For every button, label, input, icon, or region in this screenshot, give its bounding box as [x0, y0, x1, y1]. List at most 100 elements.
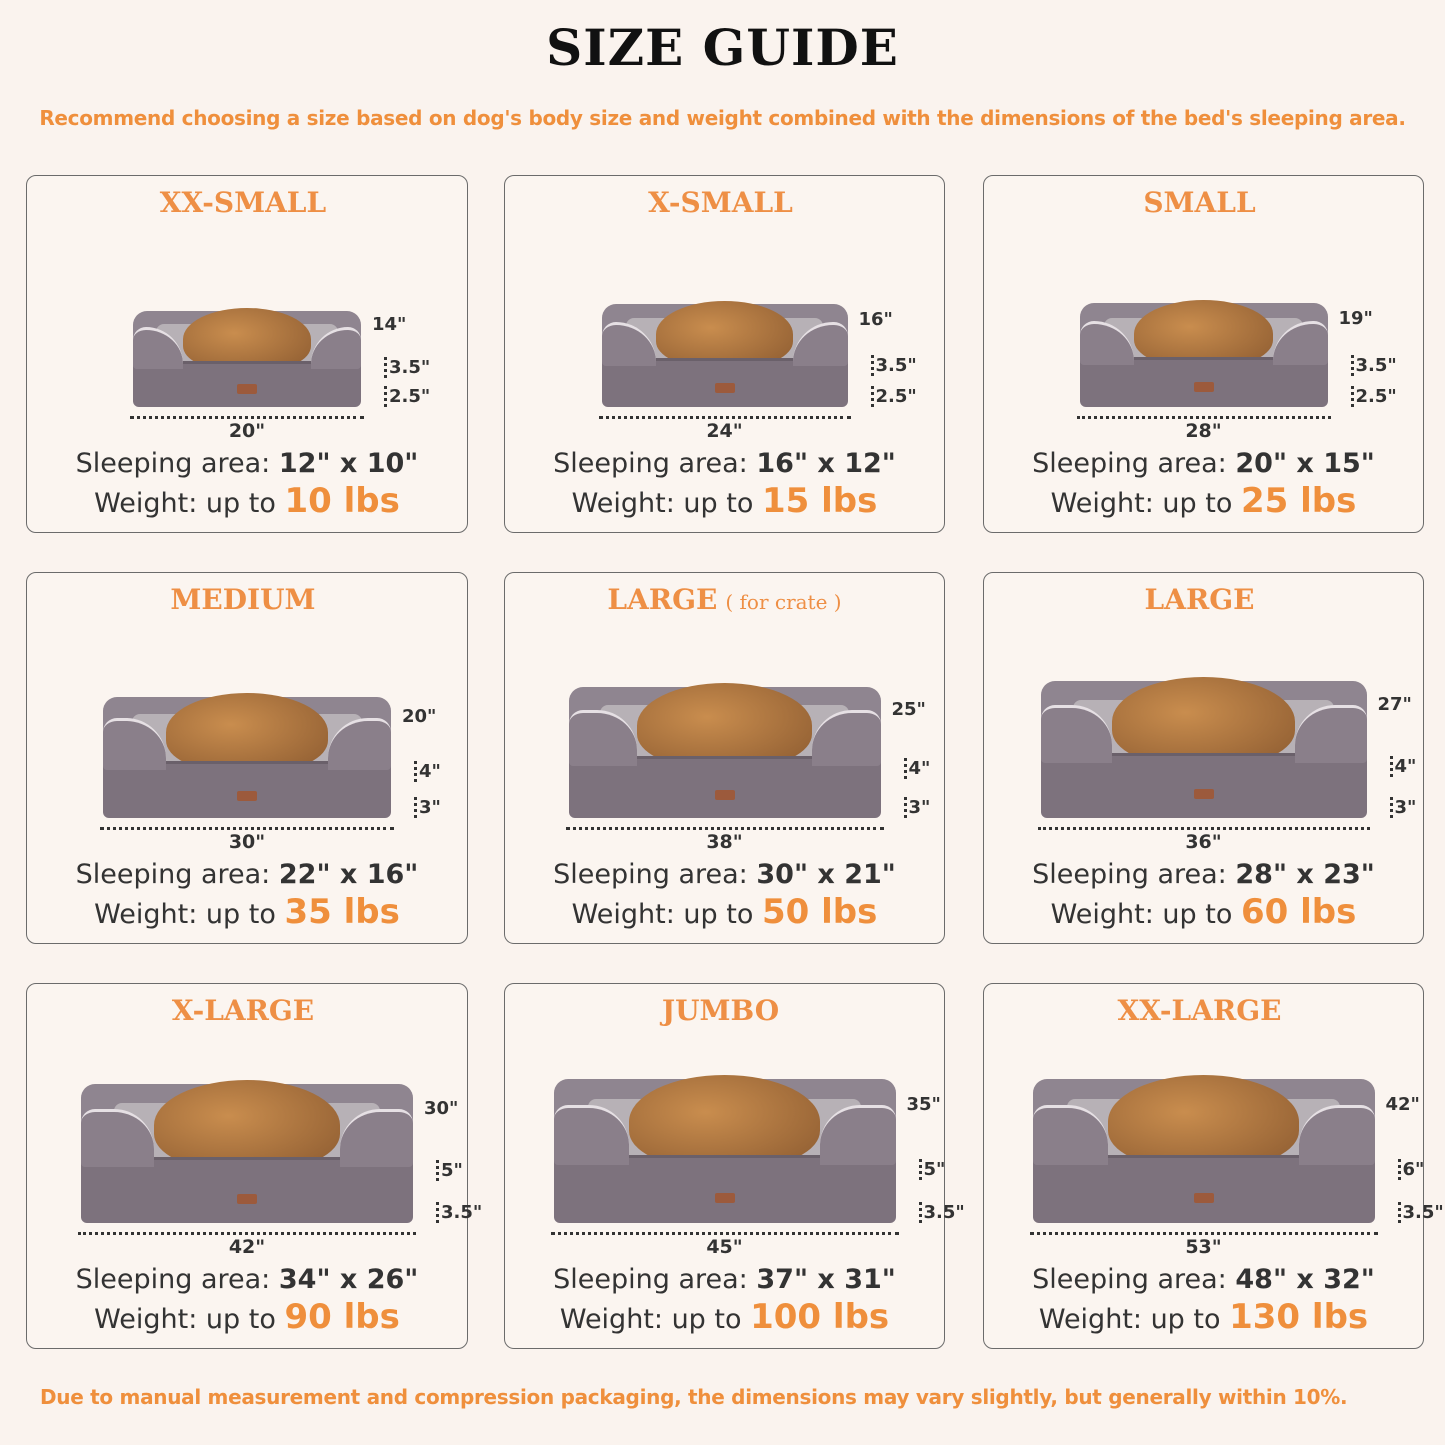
base-height-label: 3": [903, 797, 930, 818]
length-dimension: 20": [130, 416, 364, 442]
weight-label: Weight: up to: [559, 1304, 742, 1335]
dog-image: [1112, 676, 1295, 766]
bed-image: [601, 300, 848, 407]
sleeping-area: Sleeping area: 16" x 12": [553, 447, 896, 481]
page-title: SIZE GUIDE: [546, 18, 899, 77]
sleeping-area-label: Sleeping area:: [1032, 859, 1227, 890]
dog-image: [655, 300, 794, 368]
depth-label: 20": [402, 706, 437, 727]
dog-image: [628, 1074, 821, 1169]
bed-image: [1040, 676, 1367, 818]
dog-image: [166, 693, 328, 773]
size-label: LARGE: [1144, 583, 1255, 616]
size-name: JUMBO: [662, 994, 787, 1030]
length-label: 28": [1185, 420, 1222, 442]
bed-image: [1079, 299, 1328, 407]
size-name: X-SMALL: [648, 186, 801, 222]
depth-label: 42": [1385, 1094, 1420, 1115]
weight-value: 90 lbs: [284, 1297, 400, 1337]
size-name: X-LARGE: [172, 994, 322, 1030]
base-height-label: 2.5": [384, 386, 430, 407]
sleeping-area: Sleeping area: 28" x 23": [1032, 858, 1375, 892]
depth-label: 14": [372, 314, 407, 335]
bed-image: [103, 693, 391, 818]
size-card: JUMBO 45" 35" 5" 3.5" Sleeping area: 37"…: [504, 983, 965, 1349]
size-card: XX-SMALL 20" 14" 3.5" 2.5" Sleeping area…: [26, 175, 468, 533]
length-dimension: 36": [1037, 827, 1370, 853]
length-label: 38": [706, 831, 743, 853]
bolster-height-label: 4": [414, 761, 441, 782]
weight-limit: Weight: up to 25 lbs: [1051, 481, 1357, 524]
size-name: SMALL: [1143, 186, 1263, 222]
subtitle: Recommend choosing a size based on dog's…: [39, 106, 1406, 130]
sleeping-area-value: 20" x 15": [1235, 448, 1375, 479]
base-height-label: 3": [414, 797, 441, 818]
weight-label: Weight: up to: [571, 899, 754, 930]
length-label: 42": [228, 1236, 266, 1258]
weight-limit: Weight: up to 100 lbs: [560, 1297, 889, 1340]
length-label: 20": [228, 420, 266, 442]
sleeping-area-label: Sleeping area:: [75, 859, 271, 890]
size-label: SMALL: [1143, 186, 1256, 219]
weight-value: 60 lbs: [1240, 892, 1357, 932]
weight-limit: Weight: up to 10 lbs: [94, 481, 400, 524]
size-label: XX-LARGE: [1117, 994, 1282, 1027]
depth-label: 30": [424, 1098, 459, 1119]
logo-tag: [714, 1192, 735, 1203]
logo-tag: [714, 789, 735, 800]
logo-tag: [714, 382, 735, 393]
bed-image: [568, 683, 881, 818]
depth-label: 27": [1377, 694, 1412, 715]
bed-image: [133, 308, 361, 407]
bolster-height-label: 3.5": [384, 357, 430, 378]
logo-tag: [1193, 788, 1214, 799]
sleeping-area-label: Sleeping area:: [553, 1264, 748, 1295]
size-name: MEDIUM: [170, 583, 323, 619]
sleeping-area-value: 30" x 21": [756, 859, 896, 890]
size-name: LARGE ( for crate ): [607, 583, 841, 619]
depth-label: 16": [858, 309, 893, 330]
weight-label: Weight: up to: [1050, 488, 1233, 519]
sleeping-area: Sleeping area: 30" x 21": [553, 858, 896, 892]
sleeping-area-label: Sleeping area:: [1032, 1264, 1227, 1295]
weight-value: 15 lbs: [761, 481, 878, 521]
bed-image: [81, 1079, 413, 1223]
bolster-height-label: 6": [1397, 1159, 1424, 1180]
sleeping-area-label: Sleeping area:: [553, 859, 748, 890]
weight-value: 130 lbs: [1229, 1297, 1369, 1337]
weight-value: 25 lbs: [1240, 481, 1357, 521]
length-dimension: 38": [565, 827, 884, 853]
weight-label: Weight: up to: [1050, 899, 1233, 930]
logo-tag: [1193, 382, 1214, 393]
base-height-label: 3.5": [1397, 1202, 1444, 1223]
bolster-height-label: 3.5": [870, 355, 917, 376]
sleeping-area: Sleeping area: 48" x 32": [1032, 1263, 1375, 1297]
sleeping-area: Sleeping area: 34" x 26": [76, 1263, 419, 1297]
depth-label: 35": [906, 1094, 941, 1115]
size-label: JUMBO: [661, 994, 780, 1027]
length-label: 30": [228, 831, 266, 853]
bolster-height-label: 4": [1389, 756, 1416, 777]
length-dimension: 42": [78, 1232, 416, 1258]
size-label: LARGE: [607, 583, 718, 616]
sleeping-area-value: 37" x 31": [756, 1264, 896, 1295]
dog-image: [1134, 299, 1273, 368]
length-label: 53": [1185, 1236, 1222, 1258]
size-label: X-SMALL: [648, 186, 793, 219]
bolster-height-label: 4": [903, 758, 930, 779]
weight-limit: Weight: up to 50 lbs: [572, 892, 878, 935]
logo-tag: [237, 791, 257, 802]
bed-illustration: 42" 30" 5" 3.5": [27, 1030, 482, 1263]
weight-limit: Weight: up to 15 lbs: [572, 481, 878, 524]
sleeping-area-label: Sleeping area:: [553, 448, 748, 479]
size-name: XX-LARGE: [1117, 994, 1289, 1030]
size-card: MEDIUM 30" 20" 4" 3" Sleeping area: 22" …: [26, 572, 468, 944]
length-label: 24": [706, 420, 743, 442]
bed-illustration: 20" 14" 3.5" 2.5": [27, 222, 467, 447]
size-card: XX-LARGE 53" 42" 6" 3.5" Sleeping area: …: [983, 983, 1444, 1349]
weight-value: 10 lbs: [284, 481, 400, 521]
size-note: ( for crate ): [725, 590, 842, 614]
size-label: XX-SMALL: [159, 186, 327, 219]
weight-limit: Weight: up to 130 lbs: [1039, 1297, 1368, 1340]
base-height-label: 3": [1389, 797, 1416, 818]
